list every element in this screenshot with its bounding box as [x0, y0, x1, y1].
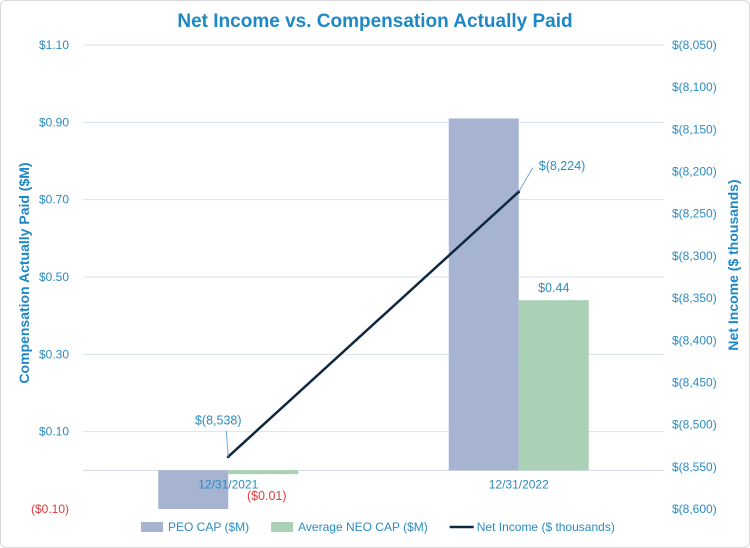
bar-data-label: $0.44 [538, 281, 569, 295]
left-tick-label: $0.70 [39, 193, 69, 207]
right-tick-label: $(8,300) [672, 249, 717, 263]
bar [448, 118, 519, 471]
left-tick-label: $0.90 [39, 115, 69, 129]
leader-line [518, 167, 534, 193]
legend-swatch [271, 522, 294, 532]
legend: PEO CAP ($M) Average NEO CAP ($M) Net Inco… [141, 520, 615, 534]
right-tick-label: $(8,550) [672, 460, 717, 474]
right-tick-label: $(8,050) [672, 38, 717, 52]
line-data-label: $(8,538) [195, 414, 242, 428]
bar [518, 300, 589, 471]
legend-label: PEO CAP ($M) [168, 520, 249, 534]
right-tick-label: $(8,500) [672, 418, 717, 432]
right-tick-label: $(8,150) [672, 122, 717, 136]
right-tick-label: $(8,600) [672, 502, 717, 516]
legend-label: Net Income ($ thousands) [477, 520, 615, 534]
category-label: 12/31/2021 [198, 477, 258, 491]
left-tick-label: $0.10 [39, 425, 69, 439]
net-income-line [227, 190, 520, 458]
left-axis-ticks: ($0.10) $0.10 $0.30 $0.50 $0.70 $0.90 $1.10 [31, 38, 69, 516]
data-labels: ($0.01) $0.44 $(8,538) $(8,224) [195, 159, 585, 503]
leader-line [225, 430, 229, 457]
category-label: 12/31/2022 [489, 477, 549, 491]
bar [228, 470, 299, 475]
line-layer [225, 167, 534, 459]
right-tick-label: $(8,400) [672, 333, 717, 347]
right-tick-label: $(8,350) [672, 291, 717, 305]
bar-data-label: ($0.01) [247, 489, 287, 503]
bar [158, 470, 229, 509]
right-tick-label: $(8,250) [672, 207, 717, 221]
left-axis-title: Compensation Actually Paid ($M) [16, 162, 32, 383]
chart-title: Net Income vs. Compensation Actually Pai… [177, 11, 572, 32]
legend-label: Average NEO CAP ($M) [298, 520, 428, 534]
left-tick-label: $0.50 [39, 270, 69, 284]
bars-layer [158, 118, 589, 509]
left-tick-label: $1.10 [39, 38, 69, 52]
right-tick-label: $(8,200) [672, 165, 717, 179]
right-tick-label: $(8,450) [672, 375, 717, 389]
left-tick-label: ($0.10) [31, 502, 69, 516]
left-tick-label: $0.30 [39, 347, 69, 361]
right-axis-ticks: $(8,600) $(8,550) $(8,500) $(8,450) $(8,400)… [672, 38, 717, 516]
right-tick-label: $(8,100) [672, 80, 717, 94]
category-labels: 12/31/2021 12/31/2022 [198, 477, 549, 491]
legend-swatch [141, 522, 163, 532]
right-axis-title: Net Income ($ thousands) [725, 179, 741, 350]
line-data-label: $(8,224) [539, 159, 586, 173]
